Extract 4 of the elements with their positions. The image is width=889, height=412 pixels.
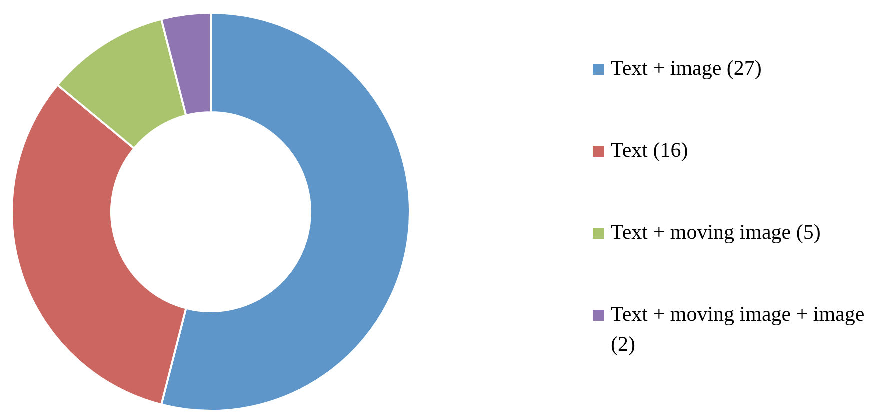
legend-label: Text + moving image (5) [611, 220, 821, 244]
legend-label: Text + image (27) [611, 56, 762, 80]
legend-label: Text (16) [611, 138, 688, 162]
legend-label: Text + moving image + image (2) [611, 302, 865, 356]
